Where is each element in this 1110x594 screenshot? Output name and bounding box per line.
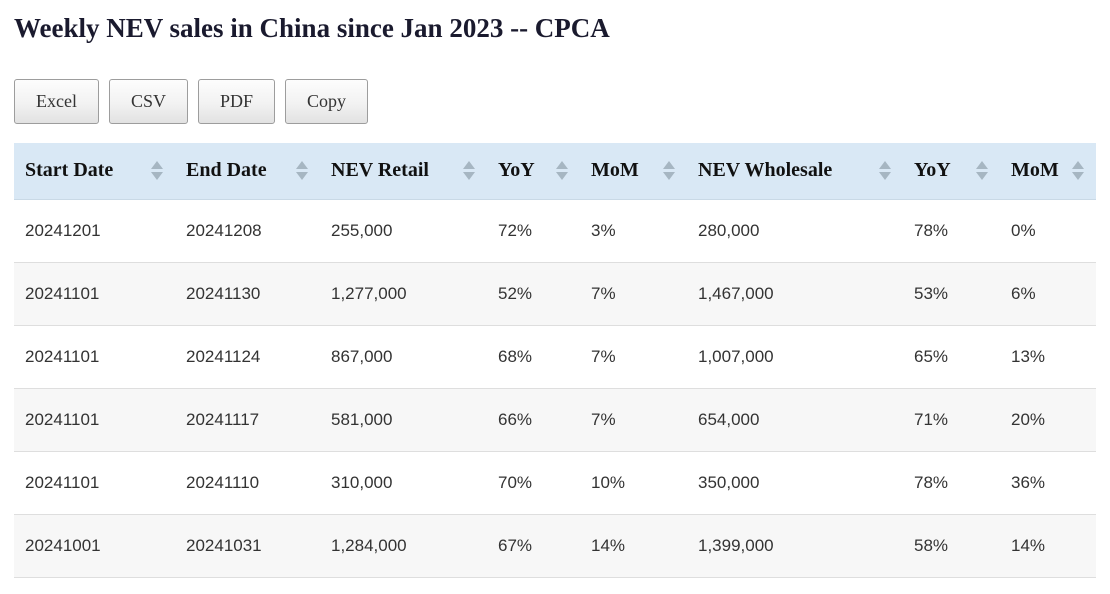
table-cell: 20%: [1000, 388, 1096, 452]
table-cell: 1,007,000: [687, 325, 903, 389]
table-header: Start Date End Date NEV Retail YoY MoM N…: [14, 143, 1096, 200]
table-cell: 20241101: [14, 262, 175, 326]
table-cell: 14%: [580, 514, 687, 578]
sort-icon: [879, 161, 891, 181]
table-cell: 20241101: [14, 388, 175, 452]
table-row: 20241201 20241208 255,000 72% 3% 280,000 78% 0%: [14, 199, 1096, 263]
table-row: 20241101 20241130 1,277,000 52% 7% 1,467,000 5…: [14, 262, 1096, 326]
table-cell: 66%: [487, 388, 580, 452]
table-cell: 255,000: [320, 199, 487, 263]
csv-button[interactable]: CSV: [108, 79, 188, 124]
table-cell: 20241031: [175, 514, 320, 578]
column-header-label: MoM: [1011, 159, 1059, 182]
table-cell: 58%: [903, 514, 1000, 578]
column-header-label: YoY: [914, 159, 951, 182]
sort-icon: [556, 161, 568, 181]
table-cell: 654,000: [687, 388, 903, 452]
table-cell: 65%: [903, 325, 1000, 389]
column-header-label: Start Date: [25, 159, 114, 182]
table-cell: 7%: [580, 262, 687, 326]
copy-button[interactable]: Copy: [285, 79, 369, 124]
table-row: 20241101 20241124 867,000 68% 7% 1,007,000 65%…: [14, 325, 1096, 389]
excel-button[interactable]: Excel: [14, 79, 99, 124]
table-cell: 20241101: [14, 325, 175, 389]
table-cell: 350,000: [687, 451, 903, 515]
column-header-label: End Date: [186, 159, 267, 182]
sort-icon: [976, 161, 988, 181]
table-cell: 280,000: [687, 199, 903, 263]
table-cell: 1,277,000: [320, 262, 487, 326]
column-header-retail-mom[interactable]: MoM: [580, 143, 687, 200]
table-cell: 581,000: [320, 388, 487, 452]
table-cell: 1,284,000: [320, 514, 487, 578]
table-cell: 0%: [1000, 199, 1096, 263]
table-cell: 1,399,000: [687, 514, 903, 578]
table-cell: 867,000: [320, 325, 487, 389]
table-row: 20241101 20241117 581,000 66% 7% 654,000 71% 20…: [14, 388, 1096, 452]
table-cell: 20241130: [175, 262, 320, 326]
table-cell: 20241201: [14, 199, 175, 263]
sort-icon: [663, 161, 675, 181]
export-toolbar: Excel CSV PDF Copy: [14, 79, 1096, 124]
table-cell: 14%: [1000, 514, 1096, 578]
table-cell: 20241101: [14, 451, 175, 515]
column-header-label: YoY: [498, 159, 535, 182]
sort-icon: [1072, 161, 1084, 181]
table-cell: 20241208: [175, 199, 320, 263]
column-header-retail-yoy[interactable]: YoY: [487, 143, 580, 200]
column-header-wholesale-mom[interactable]: MoM: [1000, 143, 1096, 200]
table-cell: 71%: [903, 388, 1000, 452]
column-header-start-date[interactable]: Start Date: [14, 143, 175, 200]
table-cell: 53%: [903, 262, 1000, 326]
table-cell: 7%: [580, 388, 687, 452]
sort-icon: [296, 161, 308, 181]
table-cell: 3%: [580, 199, 687, 263]
table-cell: 13%: [1000, 325, 1096, 389]
table-cell: 70%: [487, 451, 580, 515]
table-cell: 72%: [487, 199, 580, 263]
table-cell: 7%: [580, 325, 687, 389]
table-cell: 6%: [1000, 262, 1096, 326]
table-cell: 67%: [487, 514, 580, 578]
column-header-label: NEV Wholesale: [698, 159, 833, 182]
table-cell: 68%: [487, 325, 580, 389]
column-header-label: MoM: [591, 159, 639, 182]
sort-icon: [463, 161, 475, 181]
column-header-nev-wholesale[interactable]: NEV Wholesale: [687, 143, 903, 200]
table-cell: 10%: [580, 451, 687, 515]
column-header-label: NEV Retail: [331, 159, 429, 182]
table-cell: 52%: [487, 262, 580, 326]
page-title: Weekly NEV sales in China since Jan 2023…: [14, 13, 610, 43]
table-cell: 1,467,000: [687, 262, 903, 326]
table-row: 20241101 20241110 310,000 70% 10% 350,000 78% 3…: [14, 451, 1096, 515]
table-body: 20241201 20241208 255,000 72% 3% 280,000 78% 0%…: [14, 199, 1096, 578]
table-cell: 20241117: [175, 388, 320, 452]
sort-icon: [151, 161, 163, 181]
pdf-button[interactable]: PDF: [198, 79, 276, 124]
table-cell: 310,000: [320, 451, 487, 515]
column-header-end-date[interactable]: End Date: [175, 143, 320, 200]
table-cell: 36%: [1000, 451, 1096, 515]
table-cell: 78%: [903, 199, 1000, 263]
table-cell: 78%: [903, 451, 1000, 515]
table-row: 20241001 20241031 1,284,000 67% 14% 1,399,000…: [14, 514, 1096, 578]
column-header-nev-retail[interactable]: NEV Retail: [320, 143, 487, 200]
nev-sales-table: Start Date End Date NEV Retail YoY MoM N…: [14, 143, 1096, 578]
table-cell: 20241110: [175, 451, 320, 515]
column-header-wholesale-yoy[interactable]: YoY: [903, 143, 1000, 200]
table-cell: 20241001: [14, 514, 175, 578]
table-cell: 20241124: [175, 325, 320, 389]
